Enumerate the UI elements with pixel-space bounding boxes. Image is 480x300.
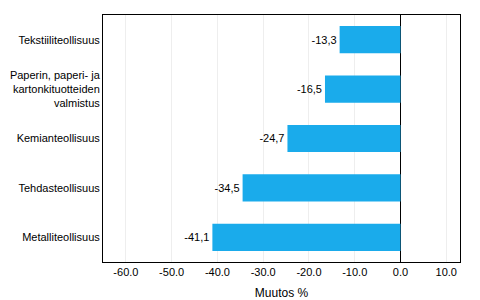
svg-text:-10.0: -10.0 <box>342 266 367 278</box>
svg-text:Tekstiiliteollisuus: Tekstiiliteollisuus <box>18 34 100 46</box>
svg-text:Metalliteollisuus: Metalliteollisuus <box>22 231 100 243</box>
svg-text:-13,3: -13,3 <box>312 34 337 46</box>
svg-text:Tehdasteollisuus: Tehdasteollisuus <box>18 182 100 194</box>
svg-text:0.0: 0.0 <box>393 266 408 278</box>
svg-text:Muutos %: Muutos % <box>255 286 309 300</box>
svg-text:-20.0: -20.0 <box>296 266 321 278</box>
svg-text:-41,1: -41,1 <box>184 231 209 243</box>
svg-text:-24,7: -24,7 <box>259 132 284 144</box>
svg-text:-60.0: -60.0 <box>113 266 138 278</box>
svg-text:Kemianteollisuus: Kemianteollisuus <box>17 132 101 144</box>
svg-text:-50.0: -50.0 <box>159 266 184 278</box>
svg-text:-40.0: -40.0 <box>205 266 230 278</box>
svg-text:-34,5: -34,5 <box>215 182 240 194</box>
svg-text:-16,5: -16,5 <box>297 83 322 95</box>
svg-text:10.0: 10.0 <box>436 266 457 278</box>
svg-text:Paperin, paperi- jakartonkituo: Paperin, paperi- jakartonkituotteidenval… <box>10 69 101 110</box>
svg-text:-30.0: -30.0 <box>251 266 276 278</box>
